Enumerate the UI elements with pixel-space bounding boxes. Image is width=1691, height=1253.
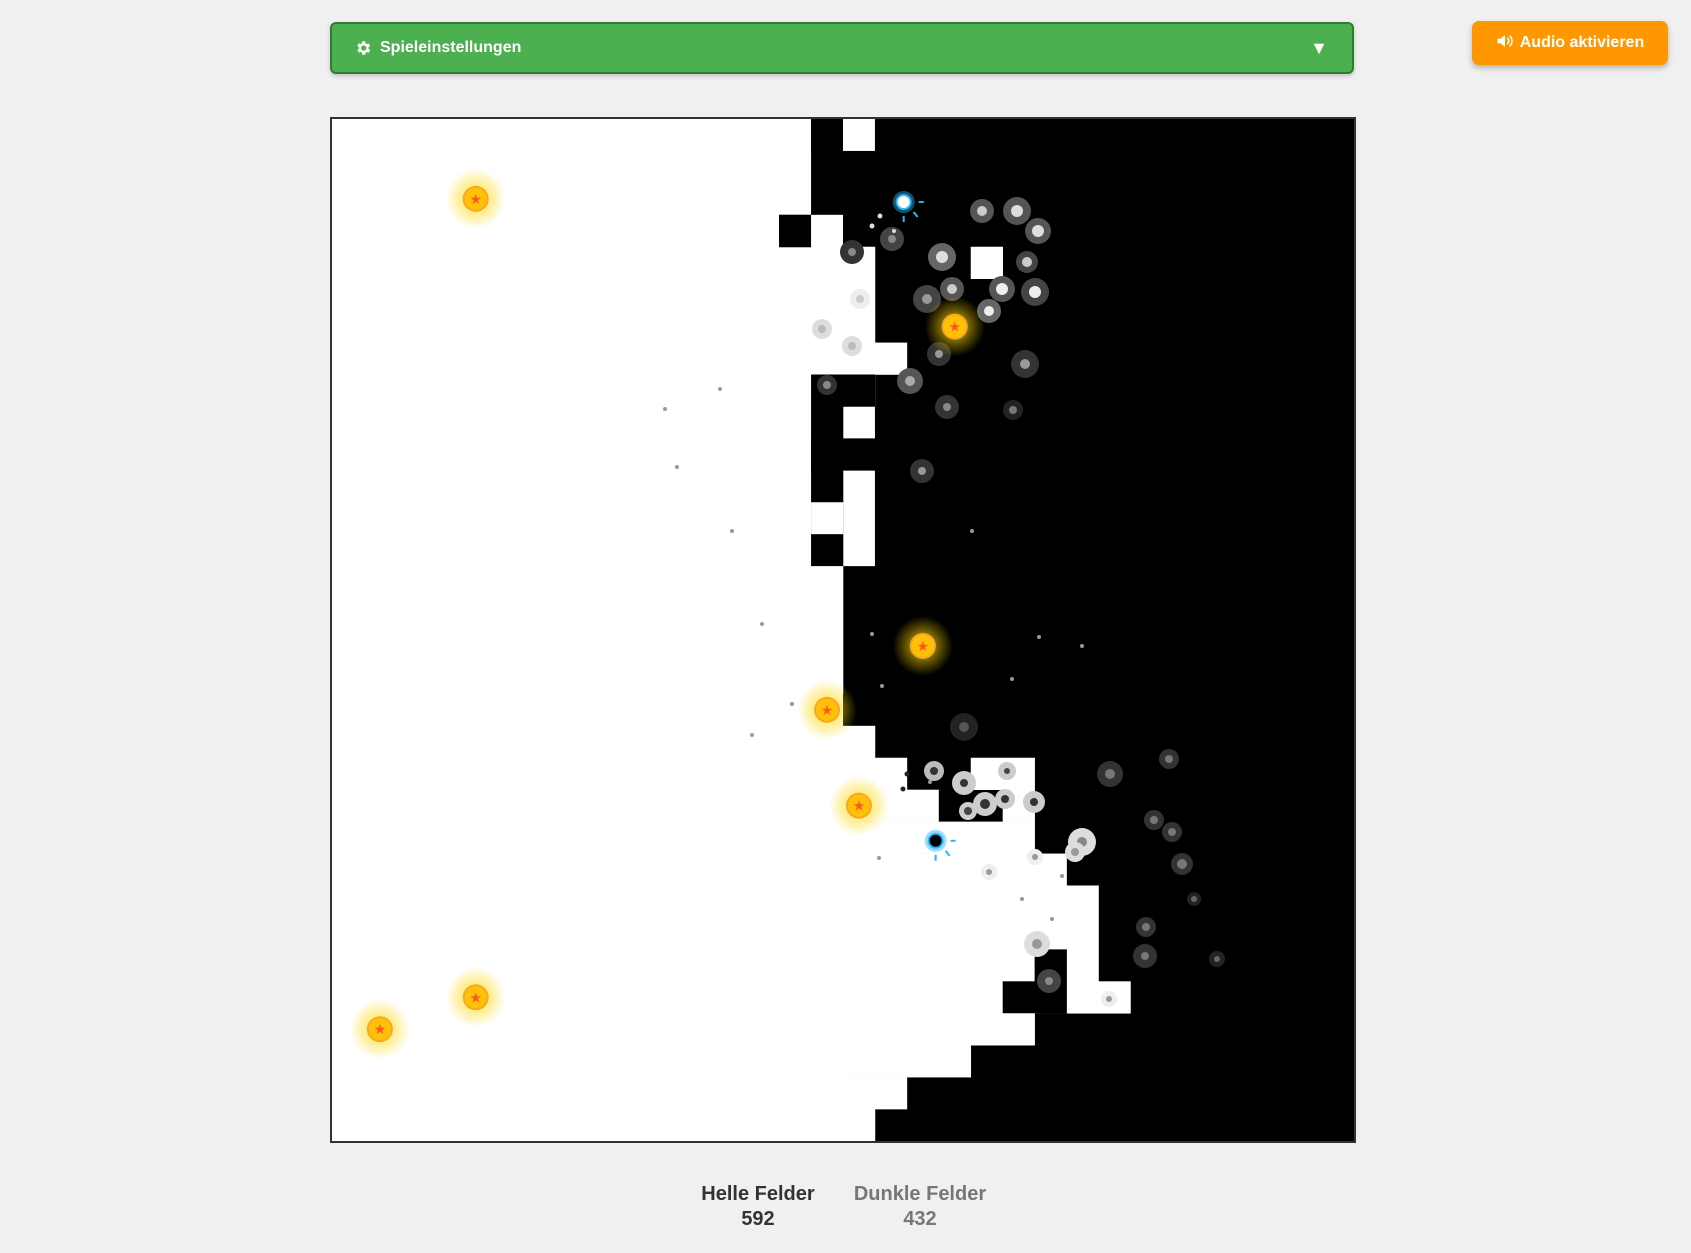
dark-cell-run: [874, 470, 1354, 503]
dark-cell: [811, 534, 844, 567]
dark-cell: [811, 119, 844, 152]
dark-cell-run: [874, 534, 1354, 567]
dark-cell-run: [874, 438, 1354, 471]
svg-text:★: ★: [853, 799, 866, 815]
audio-enable-label: Audio aktivieren: [1519, 34, 1645, 51]
powerup-star-icon: ★: [445, 168, 506, 229]
dark-cell: [811, 150, 1354, 216]
dark-cell: [843, 214, 1354, 248]
svg-text:★: ★: [374, 1022, 387, 1038]
settings-label: Spieleinstellungen: [380, 39, 522, 56]
score-dark-label: Dunkle Felder: [853, 1183, 987, 1205]
score-light-value: 592: [741, 1208, 775, 1230]
powerup-star-icon: ★: [828, 775, 889, 836]
svg-text:★: ★: [469, 990, 482, 1006]
light-cell: [970, 246, 1003, 279]
svg-text:★: ★: [949, 320, 962, 336]
light-ball: [892, 191, 924, 223]
dark-cell-run: [843, 725, 1354, 759]
dark-cell-run: [843, 1077, 1354, 1110]
score-light-label: Helle Felder: [701, 1183, 815, 1205]
dark-ball: [924, 829, 956, 861]
particle-cloud-top: [812, 197, 1051, 483]
svg-text:★: ★: [821, 703, 834, 719]
score-dark: Dunkle Felder 432: [848, 1183, 992, 1231]
dark-cell-run: [874, 502, 1354, 535]
dark-cell-run: [843, 566, 1354, 599]
light-cell: [811, 502, 844, 535]
settings-toggle[interactable]: Spieleinstellungen ▼: [330, 22, 1354, 74]
svg-text:★: ★: [469, 192, 482, 208]
score-light: Helle Felder 592: [688, 1183, 828, 1231]
trail-dots: [663, 213, 1084, 921]
powerup-star-icon: ★: [924, 296, 985, 357]
light-cell: [811, 566, 844, 695]
speaker-icon: [1496, 33, 1514, 54]
light-cell: [843, 1045, 972, 1078]
powerup-star-icon: ★: [892, 615, 953, 676]
light-cell: [874, 342, 908, 375]
light-cell: [843, 725, 876, 759]
dark-cell: [779, 214, 812, 248]
game-board[interactable]: ★ ★ ★ ★ ★ ★ ★: [330, 117, 1356, 1143]
powerup-star-icon: ★: [445, 967, 506, 1028]
powerup-star-icon: ★: [797, 679, 858, 740]
dark-cell-run: [843, 693, 1354, 727]
light-cell: [843, 1077, 908, 1110]
powerup-star-icon: ★: [349, 999, 410, 1060]
light-cell: [843, 917, 876, 950]
chevron-down-icon: ▼: [1310, 37, 1328, 58]
light-cell: [843, 1013, 1035, 1046]
light-cell: [843, 1109, 876, 1141]
light-cell: [970, 757, 1003, 790]
gear-icon: [354, 39, 372, 57]
light-cell: [843, 119, 876, 152]
particle-cloud-bottom: [924, 713, 1225, 1007]
game-board-canvas: ★ ★ ★ ★ ★ ★ ★: [332, 119, 1354, 1141]
dark-cell: [811, 438, 876, 471]
score-dark-value: 432: [903, 1208, 937, 1230]
dark-cell-run: [843, 1109, 1354, 1141]
svg-text:★: ★: [917, 639, 930, 655]
light-cell: [811, 214, 844, 248]
dark-cell: [874, 119, 1354, 152]
audio-enable-button[interactable]: Audio aktivieren: [1472, 21, 1668, 65]
